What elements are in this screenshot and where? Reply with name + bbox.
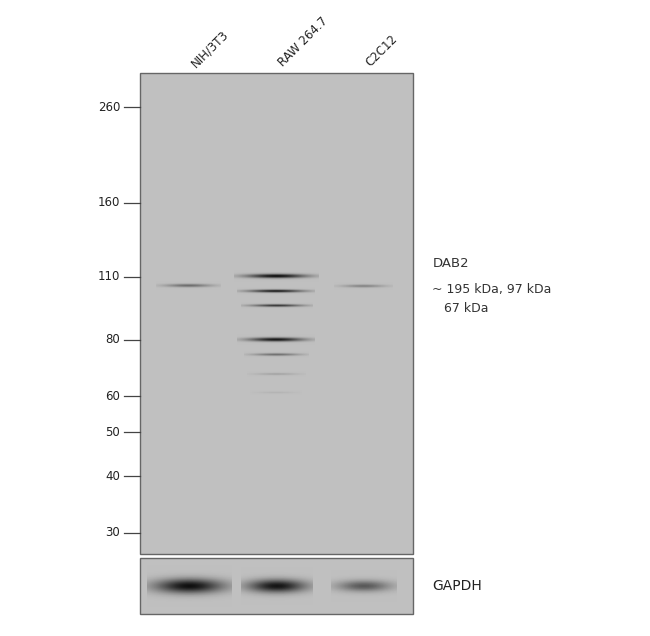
Text: 50: 50	[105, 425, 120, 439]
Text: 160: 160	[98, 197, 120, 209]
Text: 60: 60	[105, 390, 120, 403]
Text: 80: 80	[105, 333, 120, 346]
Text: 30: 30	[105, 527, 120, 539]
Text: 67 kDa: 67 kDa	[432, 301, 489, 315]
Text: 260: 260	[98, 100, 120, 114]
Text: 110: 110	[98, 270, 120, 283]
Text: GAPDH: GAPDH	[432, 579, 482, 593]
Text: ~ 195 kDa, 97 kDa: ~ 195 kDa, 97 kDa	[432, 283, 552, 296]
Bar	[140, 73, 413, 554]
Text: DAB2: DAB2	[432, 257, 469, 270]
Text: 40: 40	[105, 469, 120, 483]
Text: RAW 264.7: RAW 264.7	[276, 15, 331, 69]
Text: C2C12: C2C12	[363, 33, 400, 69]
Bar	[140, 558, 413, 614]
Text: NIH/3T3: NIH/3T3	[189, 27, 231, 69]
